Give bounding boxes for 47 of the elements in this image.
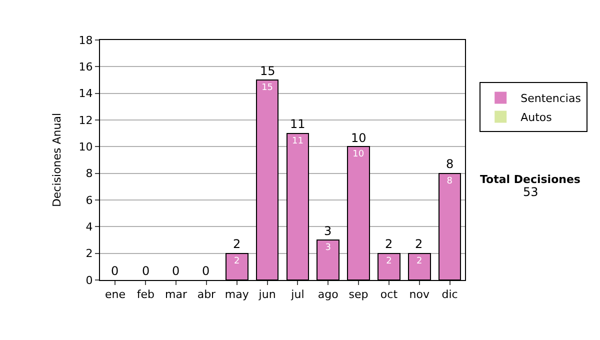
x-tick-label: feb (136, 288, 154, 302)
legend-label: Autos (520, 110, 552, 124)
data-label: 2 (234, 256, 240, 266)
data-label: 15 (262, 83, 274, 93)
data-label: 3 (325, 243, 331, 253)
x-tick-label: oct (380, 288, 398, 302)
data-label: 2 (386, 256, 392, 266)
total-label: 2 (415, 237, 423, 251)
data-label: 8 (446, 176, 453, 186)
y-tick-label: 10 (78, 140, 93, 154)
text: Total Decisiones (480, 173, 581, 186)
total-label: 0 (142, 264, 150, 278)
total-label: 2 (233, 237, 241, 251)
total-label: 2 (385, 237, 393, 251)
x-tick-label: dic (442, 288, 458, 302)
x-tick-label: ago (318, 288, 339, 302)
y-tick-label: 2 (86, 247, 93, 260)
x-tick-label: may (224, 288, 250, 302)
data-label: 11 (292, 136, 304, 146)
total-label: 15 (260, 64, 276, 78)
total-label: 11 (290, 117, 306, 131)
total-label: 0 (172, 264, 180, 278)
x-tick-label: mar (165, 288, 188, 302)
y-tick-label: 16 (78, 60, 93, 74)
y-tick-label: 0 (86, 274, 93, 287)
y-tick-label: 4 (86, 220, 93, 234)
x-tick-label: jul (290, 288, 304, 302)
x-tick-label: sep (348, 288, 368, 302)
x-tick-label: ene (104, 288, 126, 302)
total-label: 8 (446, 157, 454, 171)
y-tick-label: 14 (78, 87, 93, 100)
x-tick-label: jun (258, 288, 276, 302)
y-axis-title: Decisiones Anual (50, 112, 64, 208)
total-label: 3 (324, 224, 332, 238)
data-label: 10 (352, 150, 364, 160)
x-tick-label: abr (197, 288, 216, 302)
y-tick-label: 6 (86, 194, 93, 207)
x-tick-label: nov (409, 288, 430, 302)
text: 53 (523, 185, 538, 199)
total-label: 0 (202, 264, 210, 278)
total-label: 10 (351, 131, 366, 145)
legend-label: Sentencias (520, 92, 582, 105)
y-tick-label: 12 (78, 114, 93, 127)
total-label: 0 (111, 264, 119, 278)
y-tick-label: 18 (78, 34, 93, 47)
y-tick-label: 8 (86, 167, 93, 180)
data-label: 2 (416, 256, 422, 266)
